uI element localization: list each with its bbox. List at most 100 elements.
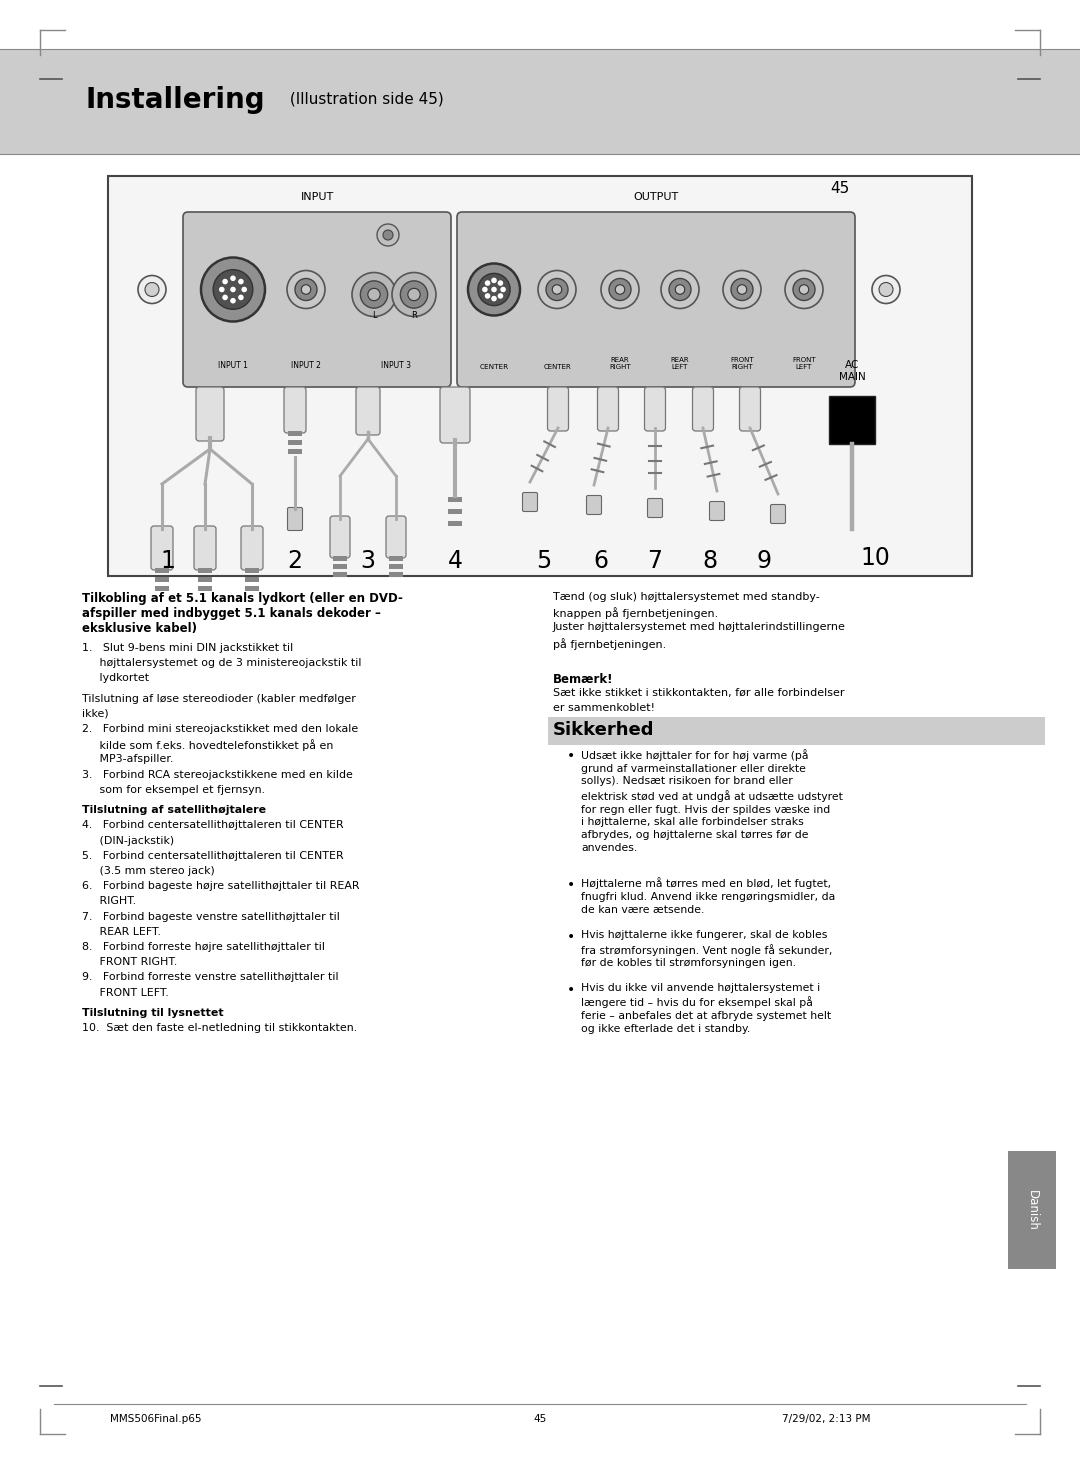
FancyBboxPatch shape [548, 386, 568, 430]
Text: 6: 6 [594, 549, 608, 572]
Text: 4.   Forbind centersatellithøjttaleren til CENTER: 4. Forbind centersatellithøjttaleren til… [82, 820, 343, 830]
Bar [288, 449, 302, 454]
Circle shape [491, 296, 497, 302]
FancyBboxPatch shape [648, 499, 662, 517]
FancyBboxPatch shape [183, 212, 451, 386]
FancyBboxPatch shape [710, 502, 725, 521]
FancyBboxPatch shape [330, 515, 350, 558]
Text: Hvis højttalerne ikke fungerer, skal de kobles
fra strømforsyningen. Vent nogle : Hvis højttalerne ikke fungerer, skal de … [581, 930, 833, 968]
Circle shape [238, 294, 244, 300]
Circle shape [491, 287, 497, 293]
Circle shape [368, 288, 380, 300]
Circle shape [538, 271, 576, 309]
Bar [448, 509, 462, 514]
Circle shape [675, 285, 685, 294]
Text: CENTER: CENTER [480, 365, 509, 370]
Text: (DIN-jackstik): (DIN-jackstik) [82, 836, 174, 846]
Text: højttalersystemet og de 3 ministereojackstik til: højttalersystemet og de 3 ministereojack… [82, 657, 362, 668]
Circle shape [616, 285, 624, 294]
Circle shape [401, 281, 428, 307]
Circle shape [609, 278, 631, 300]
FancyBboxPatch shape [151, 526, 173, 569]
Circle shape [477, 274, 510, 306]
Circle shape [485, 280, 490, 285]
Text: Tilslutning til lysnettet: Tilslutning til lysnettet [82, 1009, 224, 1017]
Circle shape [383, 230, 393, 240]
Bar [829, 395, 875, 444]
Text: 7/29/02, 2:13 PM: 7/29/02, 2:13 PM [782, 1414, 870, 1424]
Text: 1: 1 [161, 549, 175, 572]
FancyBboxPatch shape [523, 492, 538, 511]
Circle shape [295, 278, 318, 300]
Text: 45: 45 [534, 1414, 546, 1424]
Text: 8.   Forbind forreste højre satellithøjttaler til: 8. Forbind forreste højre satellithøjtta… [82, 941, 325, 952]
FancyBboxPatch shape [645, 386, 665, 430]
Text: Hvis du ikke vil anvende højttalersystemet i
længere tid – hvis du for eksempel : Hvis du ikke vil anvende højttalersystem… [581, 982, 832, 1034]
Bar [245, 568, 259, 572]
Circle shape [145, 283, 159, 297]
Text: 5: 5 [537, 549, 552, 572]
Text: Tilslutning af satellithøjtalere: Tilslutning af satellithøjtalere [82, 805, 266, 815]
Text: L: L [372, 312, 376, 321]
Text: er sammenkoblet!: er sammenkoblet! [553, 703, 654, 713]
Bar [288, 430, 302, 436]
Text: R: R [411, 312, 417, 321]
Circle shape [468, 264, 519, 316]
Circle shape [669, 278, 691, 300]
Text: som for eksempel et fjernsyn.: som for eksempel et fjernsyn. [82, 785, 265, 795]
Bar [288, 441, 302, 445]
FancyBboxPatch shape [597, 386, 619, 430]
FancyBboxPatch shape [194, 526, 216, 569]
Bar [333, 564, 347, 569]
Text: kilde som f.eks. hovedtelefonstikket på en: kilde som f.eks. hovedtelefonstikket på … [82, 739, 334, 751]
Text: 9.   Forbind forreste venstre satellithøjttaler til: 9. Forbind forreste venstre satellithøjt… [82, 972, 339, 982]
Text: •: • [567, 930, 576, 944]
Text: Bemærk!: Bemærk! [553, 672, 613, 685]
Bar [156, 568, 168, 572]
Text: •: • [567, 750, 576, 763]
Circle shape [498, 293, 503, 299]
FancyBboxPatch shape [386, 515, 406, 558]
FancyBboxPatch shape [284, 386, 306, 433]
Circle shape [872, 275, 900, 303]
Bar [1008, 1151, 1056, 1269]
Bar [548, 717, 1045, 745]
Text: Sikkerhed: Sikkerhed [553, 720, 654, 739]
Text: 9: 9 [756, 549, 771, 572]
Text: 4: 4 [447, 549, 462, 572]
Bar [389, 564, 403, 569]
Text: Tilkobling af et 5.1 kanals lydkort (eller en DVD-: Tilkobling af et 5.1 kanals lydkort (ell… [82, 591, 403, 605]
Circle shape [138, 275, 166, 303]
Circle shape [361, 281, 388, 307]
Circle shape [301, 285, 311, 294]
Circle shape [799, 285, 809, 294]
Circle shape [238, 278, 244, 284]
Text: AC
MAIN: AC MAIN [839, 360, 865, 382]
Text: 5.   Forbind centersatellithøjttaleren til CENTER: 5. Forbind centersatellithøjttaleren til… [82, 851, 343, 861]
Text: afspiller med indbygget 5.1 kanals dekoder –: afspiller med indbygget 5.1 kanals dekod… [82, 608, 381, 621]
FancyBboxPatch shape [241, 526, 264, 569]
Circle shape [230, 275, 235, 281]
Text: •: • [567, 982, 576, 997]
Bar [389, 556, 403, 561]
Text: eksklusive kabel): eksklusive kabel) [82, 622, 197, 635]
Text: 2.   Forbind mini stereojackstikket med den lokale: 2. Forbind mini stereojackstikket med de… [82, 723, 359, 733]
Bar [198, 586, 212, 591]
Text: FRONT LEFT.: FRONT LEFT. [82, 988, 168, 997]
Text: REAR
RIGHT: REAR RIGHT [609, 357, 631, 370]
FancyBboxPatch shape [770, 505, 785, 524]
Text: Udsæt ikke højttaler for for høj varme (på
grund af varmeinstallationer eller di: Udsæt ikke højttaler for for høj varme (… [581, 750, 842, 854]
Circle shape [546, 278, 568, 300]
Circle shape [482, 287, 488, 293]
Bar [333, 556, 347, 561]
Circle shape [491, 278, 497, 283]
Circle shape [723, 271, 761, 309]
Circle shape [230, 297, 235, 303]
Text: Juster højttalersystemet med højttalerindstillingerne: Juster højttalersystemet med højttalerin… [553, 622, 846, 632]
Circle shape [600, 271, 639, 309]
Text: FRONT
LEFT: FRONT LEFT [793, 357, 815, 370]
Circle shape [213, 269, 253, 309]
Circle shape [230, 287, 235, 293]
Text: 2: 2 [287, 549, 302, 572]
Text: 7: 7 [648, 549, 662, 572]
